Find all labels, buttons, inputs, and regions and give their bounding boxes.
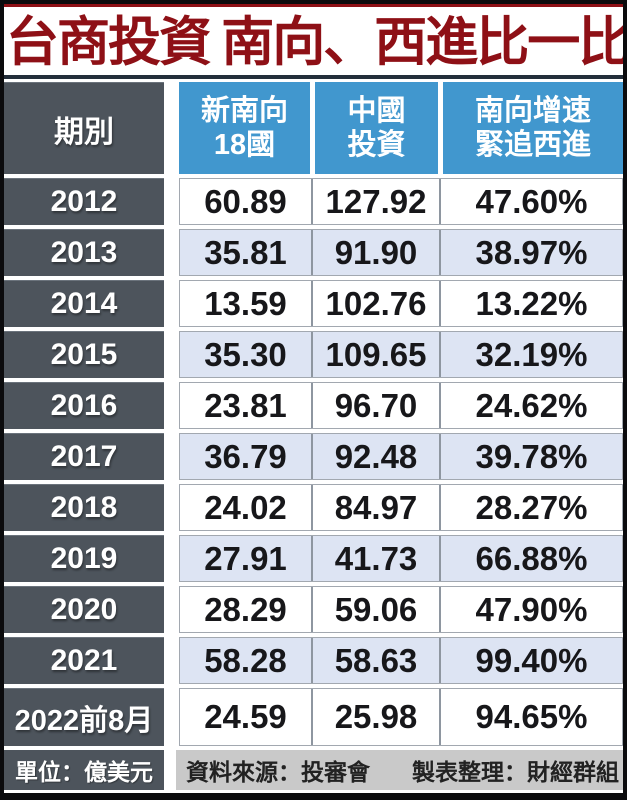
column-header-china-investment: 中國 投資 xyxy=(310,82,438,174)
header-line: 南向增速 xyxy=(474,95,591,127)
new-southbound-value: 35.30 xyxy=(204,335,287,373)
header-line: 18國 xyxy=(213,129,276,161)
china-investment-value: 96.70 xyxy=(311,383,439,428)
new-southbound-value: 35.81 xyxy=(204,233,287,271)
china-investment-value: 127.92 xyxy=(311,179,439,224)
table-row: 2021 58.28 58.63 99.40% xyxy=(4,637,623,684)
china-investment-value: 41.73 xyxy=(311,536,439,581)
row-data: 24.02 84.97 28.27% xyxy=(179,484,623,531)
row-data: 35.30 109.65 32.19% xyxy=(179,331,623,378)
growth-ratio-value: 94.65% xyxy=(439,689,622,745)
table-header-row: 期別 新南向 18國 中國 投資 南向增速 緊追西進 xyxy=(4,82,623,174)
red-accent-line xyxy=(4,4,623,7)
period-cell: 2020 xyxy=(4,586,164,633)
table-row: 2020 28.29 59.06 47.90% xyxy=(4,586,623,633)
header-columns: 新南向 18國 中國 投資 南向增速 緊追西進 xyxy=(179,82,623,174)
china-investment-value: 59.06 xyxy=(311,587,439,632)
new-southbound-value: 60.89 xyxy=(204,182,287,220)
row-data: 24.59 25.98 94.65% xyxy=(179,688,623,746)
column-header-period: 期別 xyxy=(4,82,164,174)
row-data: 60.89 127.92 47.60% xyxy=(179,178,623,225)
new-southbound-value: 58.28 xyxy=(204,641,287,679)
china-investment-value: 102.76 xyxy=(311,281,439,326)
table-row: 2015 35.30 109.65 32.19% xyxy=(4,331,623,378)
growth-ratio-value: 47.60% xyxy=(439,179,622,224)
table-row: 2014 13.59 102.76 13.22% xyxy=(4,280,623,327)
column-header-growth-ratio: 南向增速 緊追西進 xyxy=(438,82,623,174)
column-header-new-southbound: 新南向 18國 xyxy=(179,82,310,174)
title-divider xyxy=(4,75,623,79)
table-row: 2017 36.79 92.48 39.78% xyxy=(4,433,623,480)
china-investment-value: 91.90 xyxy=(311,230,439,275)
china-investment-value: 109.65 xyxy=(311,332,439,377)
table-row: 2022前8月 24.59 25.98 94.65% xyxy=(4,688,623,746)
row-data: 27.91 41.73 66.88% xyxy=(179,535,623,582)
growth-ratio-value: 66.88% xyxy=(439,536,622,581)
china-investment-value: 92.48 xyxy=(311,434,439,479)
new-southbound-value: 36.79 xyxy=(204,437,287,475)
row-data: 35.81 91.90 38.97% xyxy=(179,229,623,276)
china-investment-value: 58.63 xyxy=(311,638,439,683)
china-investment-value: 25.98 xyxy=(311,689,439,745)
credits-bar: 資料來源：投審會 製表整理：財經群組 xyxy=(176,750,623,790)
growth-ratio-value: 38.97% xyxy=(439,230,622,275)
period-cell: 2017 xyxy=(4,433,164,480)
new-southbound-value: 28.29 xyxy=(204,590,287,628)
row-data: 58.28 58.63 99.40% xyxy=(179,637,623,684)
table-row: 2013 35.81 91.90 38.97% xyxy=(4,229,623,276)
period-cell: 2019 xyxy=(4,535,164,582)
growth-ratio-value: 47.90% xyxy=(439,587,622,632)
period-cell: 2021 xyxy=(4,637,164,684)
data-table: 期別 新南向 18國 中國 投資 南向增速 緊追西進 2012 60.89 xyxy=(4,82,623,746)
growth-ratio-value: 13.22% xyxy=(439,281,622,326)
growth-ratio-value: 39.78% xyxy=(439,434,622,479)
new-southbound-value: 13.59 xyxy=(204,284,287,322)
table-row: 2018 24.02 84.97 28.27% xyxy=(4,484,623,531)
period-cell: 2014 xyxy=(4,280,164,327)
credit-label: 製表整理：財經群組 xyxy=(412,759,619,785)
period-cell: 2013 xyxy=(4,229,164,276)
unit-label: 單位：億美元 xyxy=(4,750,164,790)
new-southbound-value: 27.91 xyxy=(204,539,287,577)
new-southbound-value: 23.81 xyxy=(204,386,287,424)
header-line: 中國 xyxy=(347,95,406,127)
period-cell: 2018 xyxy=(4,484,164,531)
growth-ratio-value: 32.19% xyxy=(439,332,622,377)
header-line: 投資 xyxy=(347,129,406,161)
period-cell: 2016 xyxy=(4,382,164,429)
period-cell: 2022前8月 xyxy=(4,688,164,746)
table-body: 2012 60.89 127.92 47.60% 2013 35.81 91.9… xyxy=(4,178,623,746)
table-row: 2016 23.81 96.70 24.62% xyxy=(4,382,623,429)
footer-bar: 單位：億美元 資料來源：投審會 製表整理：財經群組 xyxy=(4,750,623,790)
growth-ratio-value: 99.40% xyxy=(439,638,622,683)
header-line: 新南向 xyxy=(200,95,288,127)
row-data: 13.59 102.76 13.22% xyxy=(179,280,623,327)
new-southbound-value: 24.02 xyxy=(204,488,287,526)
row-data: 28.29 59.06 47.90% xyxy=(179,586,623,633)
period-cell: 2012 xyxy=(4,178,164,225)
table-row: 2019 27.91 41.73 66.88% xyxy=(4,535,623,582)
china-investment-value: 84.97 xyxy=(311,485,439,530)
source-label: 資料來源：投審會 xyxy=(186,759,370,785)
row-data: 23.81 96.70 24.62% xyxy=(179,382,623,429)
page-title: 台商投資 南向、西進比一比 xyxy=(6,14,627,72)
growth-ratio-value: 28.27% xyxy=(439,485,622,530)
period-cell: 2015 xyxy=(4,331,164,378)
row-data: 36.79 92.48 39.78% xyxy=(179,433,623,480)
table-row: 2012 60.89 127.92 47.60% xyxy=(4,178,623,225)
new-southbound-value: 24.59 xyxy=(204,698,287,735)
growth-ratio-value: 24.62% xyxy=(439,383,622,428)
header-line: 緊追西進 xyxy=(474,129,591,161)
